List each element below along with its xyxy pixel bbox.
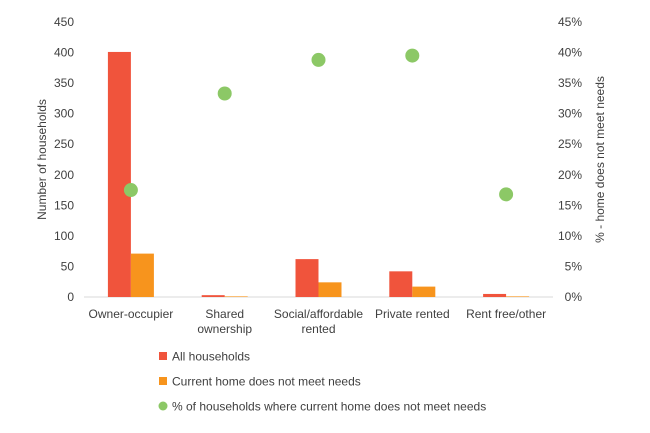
legend-swatch (158, 401, 168, 411)
bar-current-home-does-not-meet-needs (224, 296, 248, 297)
bar-current-home-does-not-meet-needs (506, 296, 530, 297)
y-tick-label: 0 (67, 290, 74, 304)
y2-tick-label: 15% (558, 198, 582, 212)
category-label: Shared (205, 307, 244, 321)
y-axis-title: Number of households (35, 99, 49, 220)
y-tick-label: 50 (61, 259, 75, 273)
y2-tick-label: 10% (558, 229, 582, 243)
scatter-points (123, 48, 514, 202)
category-label: Private rented (375, 307, 450, 321)
bar-current-home-does-not-meet-needs (318, 282, 342, 297)
y2-tick-label: 35% (558, 76, 582, 90)
bar-all-households (107, 51, 131, 297)
bar-all-households (295, 259, 319, 297)
category-label: Owner-occupier (89, 307, 174, 321)
bar-current-home-does-not-meet-needs (412, 286, 436, 297)
percent-point (405, 48, 420, 63)
y2-axis-ticks: 0% 5% 10% 15% 20% 25% 30% 35% 40% 45% (558, 15, 582, 304)
legend-label: % of households where current home does … (172, 400, 486, 414)
y-tick-label: 450 (54, 15, 74, 29)
bar-all-households (201, 295, 225, 297)
y-tick-label: 350 (54, 76, 74, 90)
y-tick-label: 200 (54, 168, 74, 182)
y2-tick-label: 40% (558, 46, 582, 60)
bar-current-home-does-not-meet-needs (130, 253, 154, 297)
legend: All households Current home does not meet… (158, 350, 486, 414)
legend-swatch (159, 352, 167, 360)
bar-all-households (483, 293, 507, 297)
category-label: Social/affordable (274, 307, 364, 321)
category-label: Rent free/other (466, 307, 546, 321)
y2-tick-label: 5% (565, 259, 583, 273)
legend-label: Current home does not meet needs (172, 375, 361, 389)
y-tick-label: 150 (54, 198, 74, 212)
bars (107, 51, 530, 297)
bar-all-households (389, 271, 413, 297)
percent-point (217, 86, 232, 101)
y-axis-ticks: 0 50 100 150 200 250 300 350 400 450 (54, 15, 74, 304)
y-tick-label: 300 (54, 107, 74, 121)
category-label: ownership (197, 322, 252, 336)
y-tick-label: 250 (54, 137, 74, 151)
percent-point (311, 52, 326, 67)
y2-tick-label: 25% (558, 137, 582, 151)
y2-tick-label: 0% (565, 290, 583, 304)
legend-swatch (159, 377, 167, 385)
y-tick-label: 100 (54, 229, 74, 243)
percent-point (499, 187, 514, 202)
y2-tick-label: 30% (558, 107, 582, 121)
percent-point (123, 183, 138, 198)
category-label: rented (301, 322, 335, 336)
y2-tick-label: 20% (558, 168, 582, 182)
y2-tick-label: 45% (558, 15, 582, 29)
legend-label: All households (172, 350, 250, 364)
y2-axis-title: % - home does not meet needs (593, 76, 607, 243)
y-tick-label: 400 (54, 46, 74, 60)
